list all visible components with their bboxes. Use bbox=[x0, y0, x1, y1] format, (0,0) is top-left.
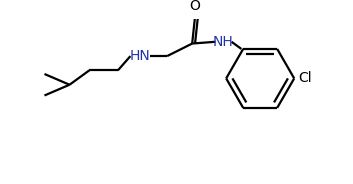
Text: HN: HN bbox=[130, 49, 151, 63]
Text: NH: NH bbox=[213, 35, 234, 49]
Text: O: O bbox=[190, 0, 200, 13]
Text: Cl: Cl bbox=[298, 71, 311, 85]
